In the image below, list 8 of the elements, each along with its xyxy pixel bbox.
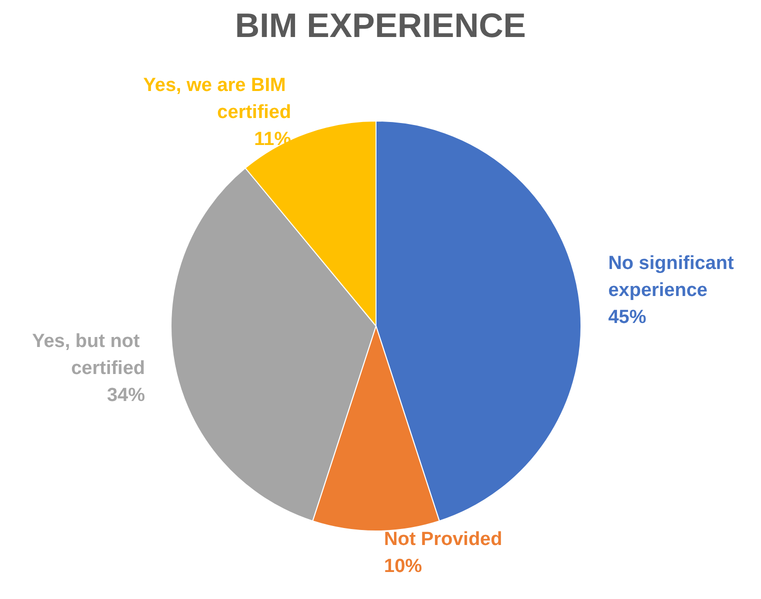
slice-label: No significant experience: [608, 252, 740, 301]
slice-label: Not Provided: [384, 529, 502, 550]
data-label: 10%: [384, 556, 422, 577]
slice-label: Yes, we are BIM certified: [143, 74, 292, 123]
slice-label: Yes, but not certified: [32, 331, 146, 380]
data-label: 45%: [608, 306, 646, 328]
data-label: 34%: [106, 385, 146, 406]
chart-title: BIM EXPERIENCE: [235, 7, 526, 45]
